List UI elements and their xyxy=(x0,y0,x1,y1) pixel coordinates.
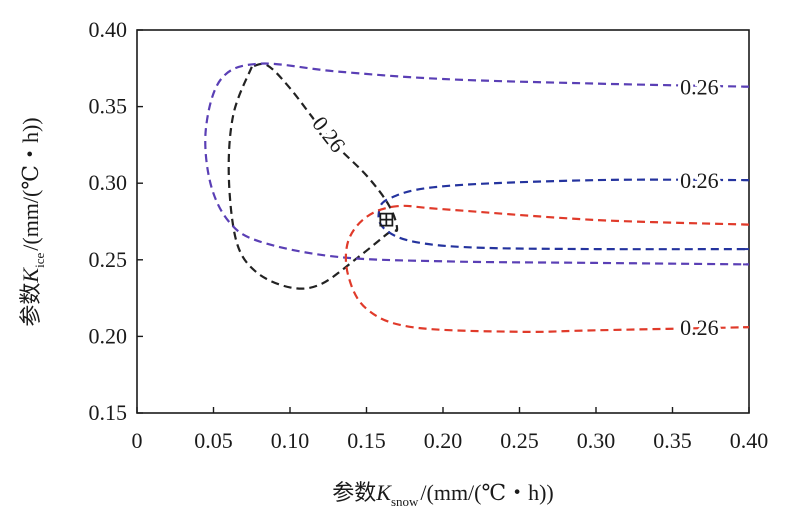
contour-series-2 xyxy=(377,178,750,251)
x-axis-ticks: 0 0.05 0.10 0.15 0.20 0.25 0.30 0.35 0.40 xyxy=(132,407,769,453)
y-axis-title: 参数Kice/(mm/(℃・h)) xyxy=(18,117,47,326)
optimum-marker-symbol: ⊞ xyxy=(377,206,395,231)
y-axis-ticks: 0.15 0.20 0.25 0.30 0.35 0.40 xyxy=(89,17,143,425)
x-tick-label: 0.10 xyxy=(271,428,310,453)
y-tick-label: 0.40 xyxy=(89,17,128,42)
x-tick-label: 0 xyxy=(132,428,143,453)
y-tick-label: 0.20 xyxy=(89,323,128,348)
x-tick-label: 0.30 xyxy=(577,428,616,453)
contour-value-label: 0.26 xyxy=(680,75,719,100)
optimum-marker: ⊞ xyxy=(377,206,395,231)
x-axis-title: 参数Ksnow/(mm/(℃・h)) xyxy=(332,480,554,509)
x-tick-label: 0.20 xyxy=(424,428,463,453)
y-tick-label: 0.35 xyxy=(89,94,128,119)
contour-labels: 0.260.260.260.26 xyxy=(304,72,721,344)
contour-value-label: 0.26 xyxy=(680,315,719,340)
x-tick-label: 0.25 xyxy=(500,428,539,453)
y-tick-label: 0.25 xyxy=(89,247,128,272)
contour-series-3 xyxy=(344,204,750,334)
y-tick-label: 0.15 xyxy=(89,400,128,425)
x-tick-label: 0.40 xyxy=(730,428,769,453)
x-tick-label: 0.15 xyxy=(347,428,386,453)
contour-lines xyxy=(204,62,750,334)
x-tick-label: 0.05 xyxy=(194,428,233,453)
contour-series-0 xyxy=(227,62,399,290)
y-tick-label: 0.30 xyxy=(89,170,128,195)
contour-value-label: 0.26 xyxy=(680,168,719,193)
contour-series-1 xyxy=(204,62,750,266)
x-tick-label: 0.35 xyxy=(653,428,692,453)
